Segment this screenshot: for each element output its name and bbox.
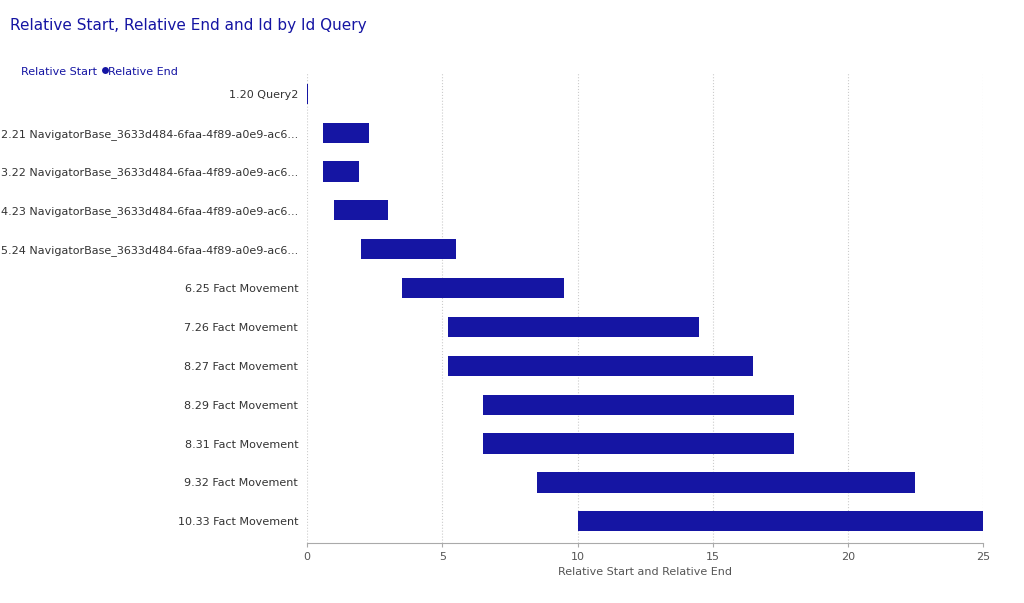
Bar <box>578 511 983 531</box>
Bar <box>537 472 915 493</box>
Text: Relative Start, Relative End and Id by Id Query: Relative Start, Relative End and Id by I… <box>10 18 367 33</box>
Legend: Relative Start, Relative End: Relative Start, Relative End <box>15 66 178 77</box>
Bar <box>361 239 456 259</box>
Bar <box>401 278 564 298</box>
Bar <box>483 394 794 415</box>
Bar <box>483 434 794 453</box>
Bar <box>447 356 754 376</box>
Bar <box>334 200 388 221</box>
Bar <box>324 162 358 182</box>
Bar <box>324 122 370 143</box>
X-axis label: Relative Start and Relative End: Relative Start and Relative End <box>558 567 732 577</box>
Bar <box>447 317 699 337</box>
